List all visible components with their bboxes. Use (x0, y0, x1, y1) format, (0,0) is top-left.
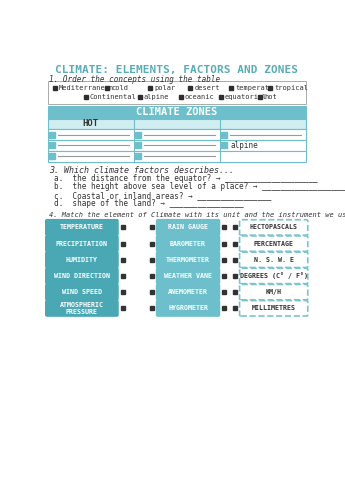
FancyBboxPatch shape (239, 252, 308, 267)
Text: cold: cold (111, 85, 128, 91)
FancyBboxPatch shape (239, 284, 308, 300)
Text: CLIMATE: ELEMENTS, FACTORS AND ZONES: CLIMATE: ELEMENTS, FACTORS AND ZONES (55, 65, 298, 75)
FancyBboxPatch shape (46, 220, 118, 235)
FancyBboxPatch shape (239, 220, 308, 235)
FancyBboxPatch shape (239, 300, 308, 316)
Text: N. S. W. E: N. S. W. E (254, 257, 294, 263)
Text: tropical: tropical (274, 85, 308, 91)
Text: PERCENTAGE: PERCENTAGE (254, 241, 294, 246)
Text: c.  Coastal or inland areas? → ________________: c. Coastal or inland areas? → __________… (54, 191, 272, 200)
Text: desert: desert (194, 85, 220, 91)
Text: d.  shape of the land? → ________________: d. shape of the land? → ________________ (54, 199, 244, 208)
Text: HUMIDITY: HUMIDITY (66, 257, 98, 263)
Text: a.  the distance from the equator? → ____________________: a. the distance from the equator? → ____… (54, 174, 318, 183)
FancyBboxPatch shape (48, 129, 306, 140)
Text: PRECIPITATION: PRECIPITATION (56, 241, 108, 246)
FancyBboxPatch shape (46, 300, 118, 316)
Text: b.  the height above sea level of a place? → ____________________: b. the height above sea level of a place… (54, 183, 345, 191)
Text: oceanic: oceanic (185, 94, 215, 100)
Text: polar: polar (154, 85, 175, 91)
Text: equatorial: equatorial (225, 94, 267, 100)
FancyBboxPatch shape (157, 268, 219, 283)
FancyBboxPatch shape (157, 300, 219, 316)
Text: 4. Match the element of Climate with its unit and the instrument we use to measu: 4. Match the element of Climate with its… (49, 212, 345, 219)
Text: alpine: alpine (231, 141, 258, 150)
Text: 1. Order the concepts using the table: 1. Order the concepts using the table (49, 75, 220, 84)
Text: ATMOSPHERIC
PRESSURE: ATMOSPHERIC PRESSURE (60, 302, 104, 315)
Text: BAROMETER: BAROMETER (170, 241, 206, 246)
Text: HOT: HOT (83, 119, 99, 129)
FancyBboxPatch shape (239, 236, 308, 251)
Text: temperate: temperate (235, 85, 274, 91)
Text: Mediterranean: Mediterranean (59, 85, 114, 91)
Text: WIND SPEED: WIND SPEED (62, 289, 102, 295)
FancyBboxPatch shape (48, 106, 306, 118)
Text: WEATHER VANE: WEATHER VANE (164, 273, 212, 279)
Text: HYGROMETER: HYGROMETER (168, 305, 208, 311)
FancyBboxPatch shape (239, 268, 308, 283)
Text: MILLIMETRES: MILLIMETRES (252, 305, 296, 311)
FancyBboxPatch shape (48, 81, 306, 104)
FancyBboxPatch shape (46, 252, 118, 267)
FancyBboxPatch shape (48, 140, 306, 151)
FancyBboxPatch shape (46, 284, 118, 300)
Text: RAIN GAUGE: RAIN GAUGE (168, 225, 208, 230)
FancyBboxPatch shape (157, 236, 219, 251)
FancyBboxPatch shape (46, 236, 118, 251)
Text: alpine: alpine (144, 94, 169, 100)
Text: TEMPERATURE: TEMPERATURE (60, 225, 104, 230)
Text: 3. Which climate factors describes...: 3. Which climate factors describes... (49, 166, 234, 175)
Text: THERMOMETER: THERMOMETER (166, 257, 210, 263)
Text: HECTOPASCALS: HECTOPASCALS (250, 225, 298, 230)
FancyBboxPatch shape (157, 252, 219, 267)
FancyBboxPatch shape (48, 118, 306, 129)
Text: DEGREES (C° / F°): DEGREES (C° / F°) (240, 273, 308, 280)
FancyBboxPatch shape (157, 220, 219, 235)
Text: hot: hot (264, 94, 277, 100)
FancyBboxPatch shape (157, 284, 219, 300)
Text: KM/H: KM/H (266, 289, 282, 295)
Text: CLIMATE ZONES: CLIMATE ZONES (136, 107, 217, 117)
Text: ANEMOMETER: ANEMOMETER (168, 289, 208, 295)
Text: Continental: Continental (90, 94, 136, 100)
Text: WIND DIRECTION: WIND DIRECTION (54, 273, 110, 279)
FancyBboxPatch shape (46, 268, 118, 283)
FancyBboxPatch shape (48, 151, 306, 162)
